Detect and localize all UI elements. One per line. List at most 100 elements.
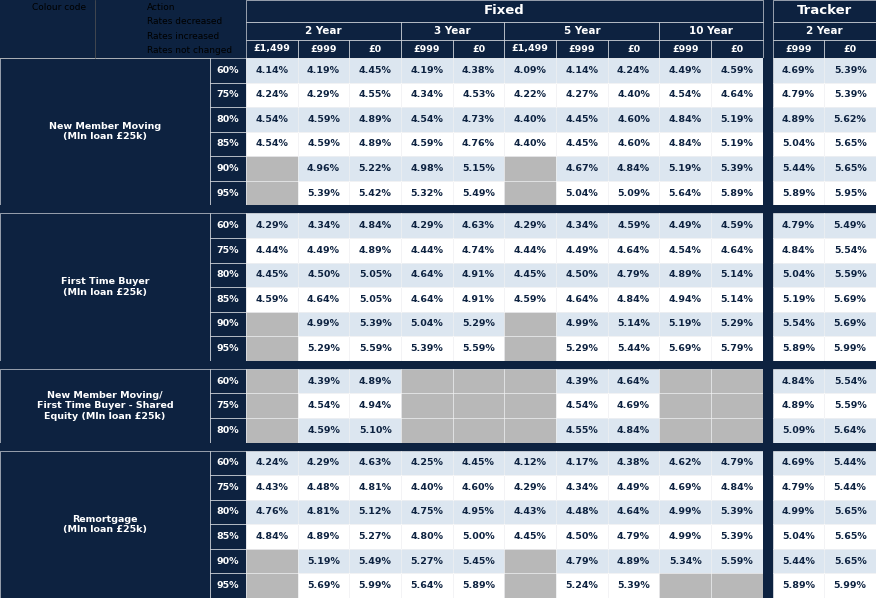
Text: 4.53%: 4.53%	[463, 90, 495, 99]
Text: 4.64%: 4.64%	[617, 508, 650, 517]
Bar	[824, 369, 876, 393]
Text: 5.99%: 5.99%	[834, 581, 866, 590]
Text: 4.76%: 4.76%	[462, 139, 495, 148]
Bar	[298, 156, 350, 181]
Text: 4.99%: 4.99%	[307, 319, 340, 328]
Text: 4.79%: 4.79%	[782, 221, 815, 230]
Bar	[453, 83, 505, 107]
Text: 4.29%: 4.29%	[307, 458, 340, 468]
Bar	[824, 573, 876, 598]
Text: 5.59%: 5.59%	[359, 344, 392, 353]
Text: 4.48%: 4.48%	[307, 483, 340, 492]
Bar	[660, 312, 711, 336]
Bar	[660, 369, 711, 393]
Bar	[350, 475, 401, 500]
Text: 4.74%: 4.74%	[462, 246, 495, 255]
Text: 5.27%: 5.27%	[359, 532, 392, 541]
Text: 60%: 60%	[216, 458, 239, 468]
Bar	[773, 22, 876, 40]
Bar	[711, 393, 763, 418]
Text: 4.14%: 4.14%	[565, 66, 598, 75]
Bar	[210, 475, 246, 500]
Text: 5.44%: 5.44%	[834, 483, 866, 492]
Text: 75%: 75%	[216, 246, 239, 255]
Bar	[246, 549, 298, 573]
Text: 4.89%: 4.89%	[782, 401, 815, 410]
Text: 4.39%: 4.39%	[565, 377, 598, 386]
Text: 4.80%: 4.80%	[410, 532, 443, 541]
Bar	[824, 500, 876, 524]
Text: 75%: 75%	[216, 483, 239, 492]
Bar	[298, 107, 350, 132]
Bar	[298, 238, 350, 263]
Bar	[660, 549, 711, 573]
Text: 5.10%: 5.10%	[359, 426, 392, 435]
Bar	[505, 393, 556, 418]
Bar	[773, 263, 824, 287]
Bar	[0, 22, 246, 40]
Bar	[505, 263, 556, 287]
Bar	[711, 40, 763, 58]
Bar	[773, 83, 824, 107]
Text: 4.89%: 4.89%	[307, 532, 340, 541]
Bar	[773, 450, 824, 475]
Bar	[210, 336, 246, 361]
Bar	[401, 500, 453, 524]
Text: Fixed: Fixed	[484, 5, 525, 17]
Text: 5.89%: 5.89%	[782, 581, 815, 590]
Text: 5.45%: 5.45%	[463, 557, 495, 566]
Bar	[608, 83, 660, 107]
Bar	[401, 475, 453, 500]
Text: 5.22%: 5.22%	[359, 164, 392, 173]
Bar	[824, 475, 876, 500]
Bar	[660, 475, 711, 500]
Text: 4.40%: 4.40%	[617, 90, 650, 99]
Bar	[711, 58, 763, 83]
Bar	[773, 181, 824, 206]
Bar	[608, 156, 660, 181]
Bar	[556, 181, 608, 206]
Text: £999: £999	[413, 44, 440, 53]
Bar	[298, 132, 350, 156]
Bar	[453, 263, 505, 287]
Bar	[711, 83, 763, 107]
Text: 4.63%: 4.63%	[359, 458, 392, 468]
Text: 4.69%: 4.69%	[617, 401, 650, 410]
Text: 5.00%: 5.00%	[463, 532, 495, 541]
Text: 4.50%: 4.50%	[307, 270, 340, 279]
Bar	[298, 500, 350, 524]
Text: 5.64%: 5.64%	[410, 581, 443, 590]
Bar	[824, 40, 876, 58]
Text: 5.89%: 5.89%	[720, 188, 753, 198]
Bar	[298, 181, 350, 206]
Text: 75%: 75%	[216, 401, 239, 410]
Bar	[773, 58, 824, 83]
Bar	[608, 418, 660, 443]
Bar	[298, 58, 350, 83]
Bar	[773, 418, 824, 443]
Text: 2 Year: 2 Year	[806, 26, 843, 36]
Bar	[401, 132, 453, 156]
Text: 4.49%: 4.49%	[668, 66, 702, 75]
Text: 5.59%: 5.59%	[834, 270, 866, 279]
Text: £0: £0	[731, 44, 744, 53]
Bar	[401, 40, 453, 58]
Text: 4.29%: 4.29%	[307, 90, 340, 99]
Bar	[773, 549, 824, 573]
Bar	[824, 312, 876, 336]
Bar	[556, 83, 608, 107]
Bar	[210, 107, 246, 132]
Bar	[505, 22, 660, 40]
Text: 5.95%: 5.95%	[834, 188, 866, 198]
Text: 4.84%: 4.84%	[668, 115, 702, 124]
Text: £0: £0	[472, 44, 485, 53]
Bar	[660, 450, 711, 475]
Text: 5.42%: 5.42%	[359, 188, 392, 198]
Text: 95%: 95%	[216, 188, 239, 198]
Bar	[773, 369, 824, 393]
Bar	[505, 107, 556, 132]
Bar	[711, 500, 763, 524]
Bar	[505, 475, 556, 500]
Bar	[0, 40, 246, 58]
Bar	[773, 475, 824, 500]
